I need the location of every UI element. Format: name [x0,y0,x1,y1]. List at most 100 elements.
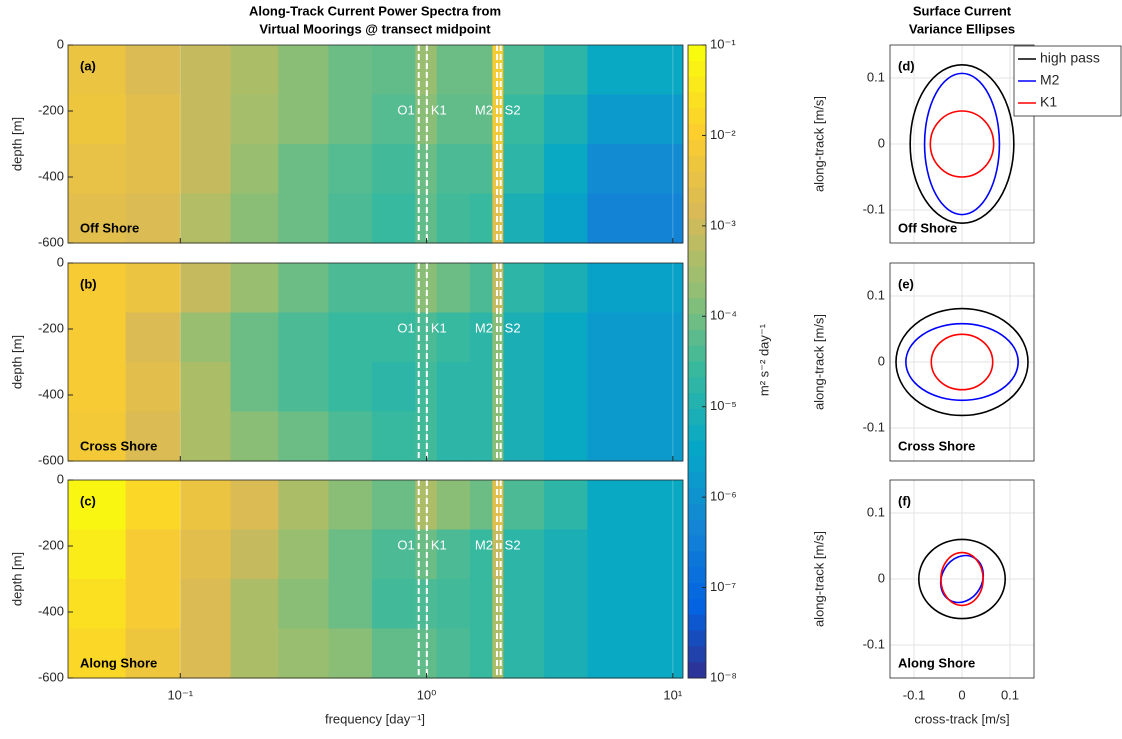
variance-ellipse [923,72,1001,216]
heatmap-cell [469,94,493,145]
x-axis-label: cross-track [m/s] [914,711,1009,726]
colorbar-segment [688,124,706,141]
y-axis-label: depth [m] [9,335,24,389]
panel-label: (f) [898,493,911,508]
tidal-label: O1 [397,320,414,335]
heatmap-cell [436,144,471,195]
panel-name: Off Shore [80,220,139,235]
variance-ellipse [909,64,1015,224]
colorbar-tick-label: 10⁻¹ [710,36,736,51]
heatmap-cell [544,94,589,145]
heatmap-cell [68,411,127,462]
heatmap-cell [469,480,493,531]
heatmap-cell [68,628,127,679]
heatmap-cell [371,411,416,462]
heatmap-cell [278,411,330,462]
colorbar-segment [688,266,706,283]
heatmap-cell [469,411,493,462]
heatmap-cell [371,628,416,679]
heatmap-cell [436,45,471,96]
heatmap-cell [230,579,279,630]
heatmap-cell [469,628,493,679]
y-axis-label: along-track [m/s] [811,531,826,627]
heatmap-cell [544,312,589,363]
tidal-label: S2 [505,102,521,117]
colorbar-segment [688,424,706,442]
colorbar-segment [688,646,706,663]
heatmap-cell [125,411,181,462]
y-tick-label: 0 [878,135,885,150]
heatmap-cell [469,579,493,630]
x-tick-label: 10⁰ [417,687,437,702]
y-tick-label: -600 [38,669,64,684]
colorbar-segment [688,187,706,204]
heatmap-cell [587,193,683,244]
heatmap-cell [180,362,232,413]
heatmap-cell [180,628,232,679]
heatmap-cell [503,480,545,531]
y-tick-label: -0.1 [863,201,885,216]
heatmap-cell [415,480,438,531]
heatmap-cell [544,529,589,580]
panel-name: Along Shore [80,655,157,670]
x-axis-label: frequency [day⁻¹] [325,711,425,726]
colorbar-tick-label: 10⁻⁴ [710,308,737,323]
heatmap-cell [278,362,330,413]
y-tick-label: 0 [57,36,64,51]
panel-label: (b) [80,276,97,291]
heatmap-cell [180,312,232,363]
colorbar-segment [688,393,706,410]
heatmap-cell [544,411,589,462]
tidal-label: S2 [505,537,521,552]
heatmap-cell [125,94,181,145]
colorbar-segment [688,440,706,457]
heatmap-cell [492,480,504,531]
panel-name: Cross Shore [898,438,975,453]
tidal-label: O1 [397,537,414,552]
colorbar-segment [688,598,706,616]
heatmap-cell [436,193,471,244]
y-tick-label: -200 [38,102,64,117]
variance-ellipse [940,551,984,607]
heatmap-cell [328,529,373,580]
heatmap-cell [230,628,279,679]
y-tick-label: -0.1 [863,636,885,651]
y-axis-label: along-track [m/s] [811,314,826,410]
heatmap-cell [587,45,683,96]
heatmap-cell [180,579,232,630]
heatmap-cell [587,144,683,195]
heatmap-cell [436,579,471,630]
heatmap-cell [469,362,493,413]
heatmap-cell [544,362,589,413]
heatmap-cell [492,362,504,413]
heatmap-cell [328,312,373,363]
colorbar-box [687,44,707,679]
heatmap-cell [328,144,373,195]
colorbar-segment [688,329,706,347]
heatmap-cell [469,263,493,314]
colorbar-segment [688,139,706,157]
heatmap-cell [436,94,471,145]
heatmap-cell [371,94,416,145]
y-tick-label: 0 [878,570,885,585]
colorbar-segment [688,45,706,62]
heatmap-cell [180,193,232,244]
heatmap-cell [328,411,373,462]
heatmap-cell [371,144,416,195]
colorbar-segment [688,108,706,125]
heatmap-cell [492,312,504,363]
chart-title: Along-Track Current Power Spectra from [249,3,501,18]
panel-name: Off Shore [898,220,957,235]
axes-box [67,479,684,679]
heatmap-cell [371,45,416,96]
heatmap-cell [278,529,330,580]
heatmap-cell [180,263,232,314]
heatmap-cell [503,144,545,195]
heatmap-cell [328,628,373,679]
heatmap-cell [544,45,589,96]
variance-ellipse [929,110,995,178]
heatmap-cell [125,480,181,531]
variance-ellipse [905,322,1019,402]
heatmap-cell [68,480,127,531]
heatmap-cell [503,579,545,630]
